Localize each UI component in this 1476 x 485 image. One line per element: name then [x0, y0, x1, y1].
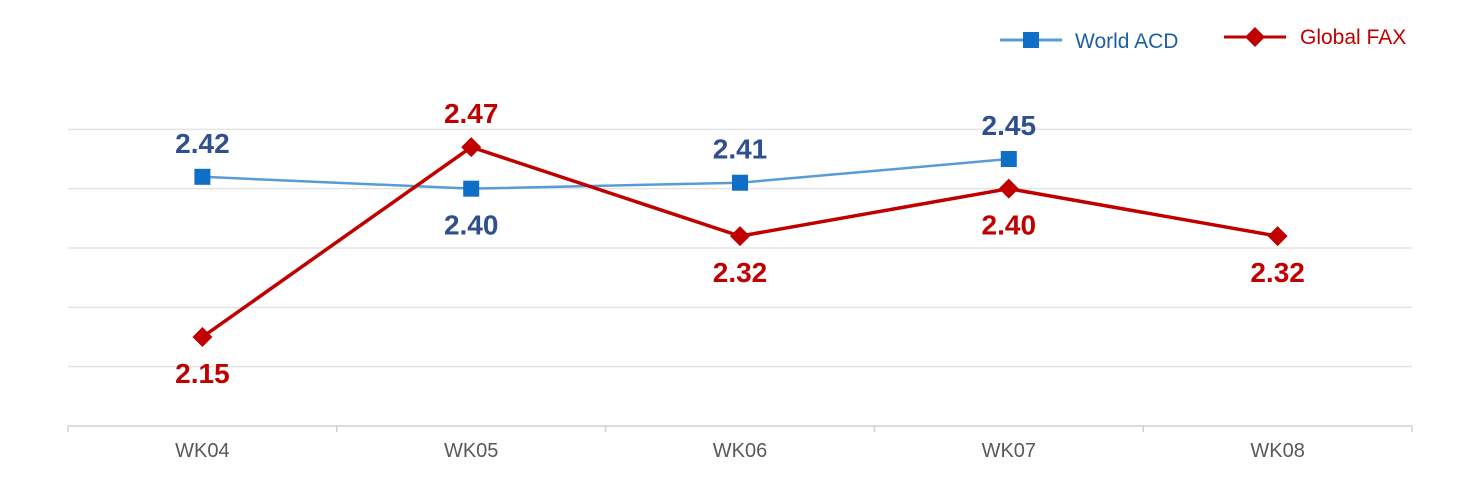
data-point-global-fax: [461, 137, 482, 158]
data-label-global-fax: 2.32: [713, 257, 768, 288]
data-label-world-acd: 2.41: [713, 134, 768, 165]
data-label-world-acd: 2.40: [444, 210, 499, 241]
square-marker-icon: [1023, 32, 1039, 48]
series-layer: [192, 137, 1288, 347]
x-axis: WK04 WK05 WK06 WK07 WK08: [67, 425, 1413, 462]
x-tick-label: WK05: [444, 440, 498, 462]
diamond-marker-icon: [1245, 27, 1265, 47]
data-point-global-fax: [1267, 226, 1288, 247]
data-label-global-fax: 2.15: [175, 358, 230, 389]
data-label-world-acd: 2.45: [982, 110, 1037, 141]
data-label-global-fax: 2.40: [982, 210, 1037, 241]
data-labels: 2.42 2.40 2.41 2.45 2.15 2.47 2.32 2.40 2.32: [175, 98, 1305, 389]
legend-label-global-fax: Global FAX: [1300, 26, 1406, 49]
x-tick-label: WK07: [982, 440, 1036, 462]
series-line-world-acd: [202, 157, 1009, 190]
data-point-world-acd: [463, 180, 480, 197]
gridlines: [68, 128, 1412, 368]
legend-item-global-fax[interactable]: Global FAX: [1224, 26, 1406, 49]
data-point-global-fax: [192, 327, 213, 347]
legend-item-world-acd[interactable]: World ACD: [1000, 30, 1178, 53]
x-tick-label: WK06: [713, 440, 767, 462]
data-point-world-acd: [1000, 151, 1017, 167]
data-point-global-fax: [730, 226, 750, 247]
data-label-global-fax: 2.32: [1250, 257, 1305, 288]
x-tick-label: WK08: [1250, 440, 1304, 462]
x-tick-label: WK04: [175, 440, 229, 462]
data-label-global-fax: 2.47: [444, 98, 499, 129]
legend-label-world-acd: World ACD: [1075, 30, 1178, 53]
data-point-global-fax: [998, 178, 1019, 199]
data-label-world-acd: 2.42: [175, 128, 230, 159]
legend: World ACD Global FAX: [1000, 26, 1406, 53]
data-point-world-acd: [732, 174, 748, 191]
data-point-world-acd: [194, 168, 211, 185]
